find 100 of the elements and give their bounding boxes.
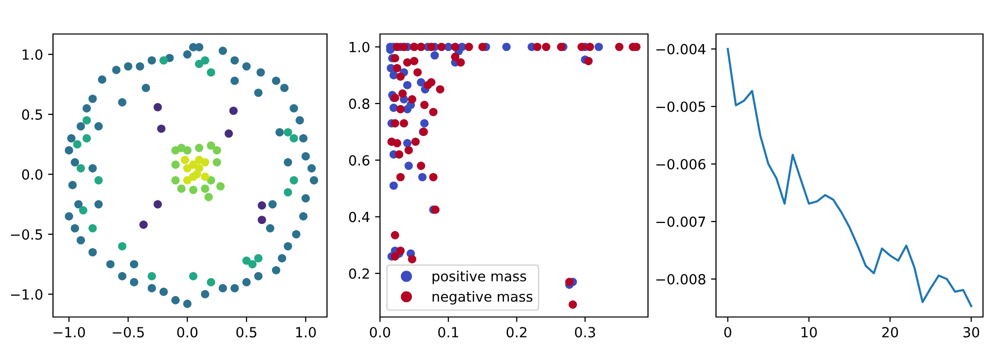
point [206, 176, 216, 184]
point [200, 172, 210, 181]
point [76, 164, 85, 172]
x-tick-label: 20 [882, 326, 898, 338]
point [430, 51, 439, 60]
point [206, 141, 216, 150]
y-tick-label: −0.005 [656, 101, 706, 112]
point [73, 140, 82, 148]
point [154, 200, 162, 208]
point [139, 220, 148, 229]
point [290, 176, 298, 184]
point [398, 89, 407, 98]
y-tick-label: 0.5 [22, 109, 42, 120]
point [464, 42, 474, 52]
point [594, 42, 603, 52]
point [284, 188, 292, 196]
point [584, 56, 593, 66]
y-tick-label: 1.0 [350, 42, 370, 52]
point [242, 256, 251, 265]
point [396, 72, 405, 81]
point [420, 119, 429, 128]
x-tick-label: 0.3 [574, 326, 596, 338]
point [390, 252, 400, 261]
point [204, 192, 213, 202]
point [216, 182, 225, 190]
point [396, 172, 405, 182]
point [183, 176, 192, 184]
point [229, 106, 238, 115]
point [404, 146, 413, 154]
point [118, 242, 126, 250]
point [578, 42, 586, 52]
point [394, 150, 404, 159]
line-series [726, 48, 972, 308]
point [427, 78, 436, 86]
point [392, 138, 402, 148]
x-tick-label: 0.2 [506, 326, 526, 338]
point [502, 42, 511, 52]
point [258, 201, 266, 210]
x-tick-label: 0.5 [236, 326, 256, 338]
point [396, 246, 405, 255]
point [157, 124, 166, 133]
point [427, 42, 436, 52]
point [542, 42, 550, 52]
point [456, 58, 465, 67]
point [565, 278, 574, 286]
point [82, 134, 91, 142]
y-tick-label: 1.0 [22, 49, 42, 60]
x-tick-label: 0 [724, 326, 732, 338]
y-tick-label: −0.008 [656, 274, 706, 285]
point [195, 156, 204, 164]
point [437, 42, 446, 52]
x-tick-label: 0.0 [370, 326, 390, 338]
x-tick-label: 1.0 [296, 326, 316, 338]
point [189, 186, 198, 194]
point [390, 54, 400, 62]
point [224, 129, 233, 138]
point [396, 105, 405, 114]
point [392, 42, 402, 52]
y-tick-label: −0.004 [656, 44, 706, 54]
point [413, 68, 422, 77]
point [416, 162, 426, 170]
y-tick-label: 0.2 [349, 268, 369, 279]
point [400, 119, 408, 128]
point [408, 95, 416, 104]
y-tick-label: −0.006 [656, 158, 706, 170]
x-tick-label: 0.1 [438, 326, 458, 338]
point [183, 146, 192, 154]
point [254, 254, 263, 262]
point [420, 100, 429, 110]
point [390, 231, 400, 240]
point [290, 134, 298, 142]
y-tick-label: −0.007 [656, 216, 706, 227]
point [403, 138, 412, 148]
point [200, 56, 210, 65]
point [411, 138, 420, 146]
y-tick-label: −0.5 [11, 229, 42, 240]
point [390, 119, 400, 128]
point [195, 60, 204, 68]
point [189, 272, 198, 280]
point [451, 52, 460, 61]
point [429, 172, 438, 182]
y-tick-label: −1.0 [11, 289, 42, 300]
point [160, 56, 168, 65]
point [248, 260, 257, 268]
point [195, 144, 204, 152]
point [418, 172, 427, 182]
x-tick-label: 10 [802, 326, 817, 338]
point [403, 80, 412, 90]
point [410, 56, 418, 66]
y-tick-label: 0.8 [349, 98, 370, 109]
point [148, 272, 156, 280]
point [79, 206, 88, 214]
legend-label: positive mass [432, 270, 526, 284]
legend-label: negative mass [432, 291, 532, 304]
point [94, 176, 103, 184]
point [390, 181, 398, 190]
point [408, 255, 416, 264]
y-tick-label: 0.0 [22, 169, 42, 180]
point [82, 116, 91, 125]
point [171, 160, 180, 169]
